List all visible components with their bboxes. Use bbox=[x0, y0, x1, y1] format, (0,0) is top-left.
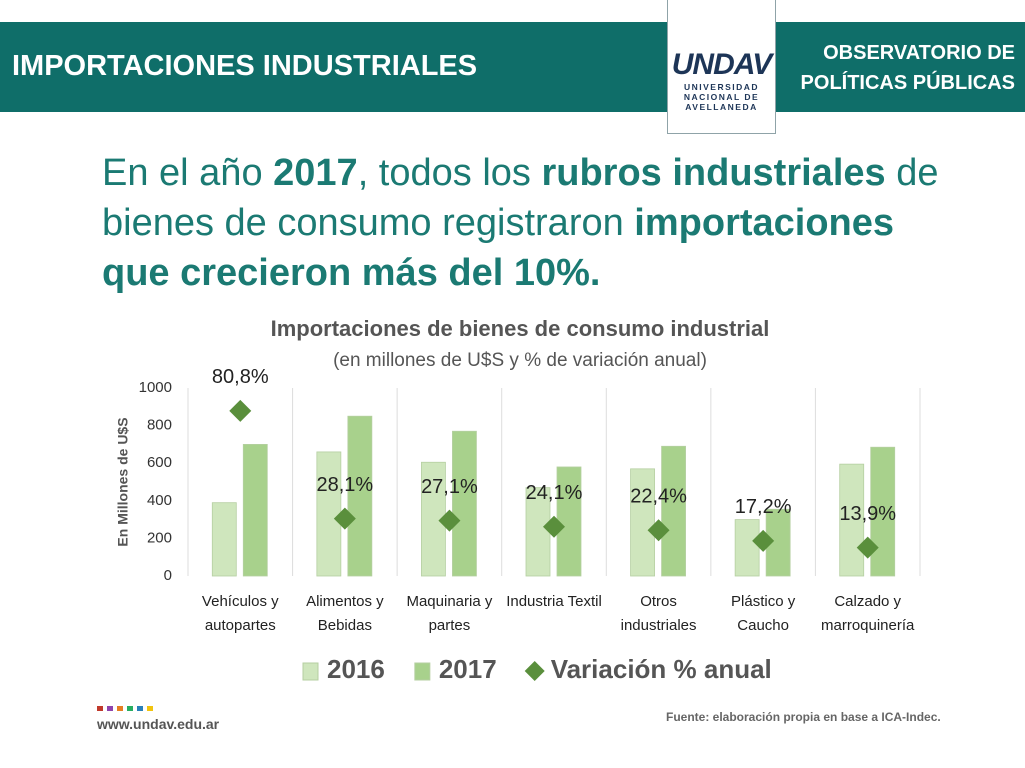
marker bbox=[752, 529, 775, 552]
observatory-line: POLÍTICAS PÚBLICAS bbox=[800, 72, 1015, 94]
marker bbox=[543, 515, 565, 538]
logo-text: AVELLANEDA bbox=[685, 102, 758, 112]
bar bbox=[839, 463, 865, 577]
headline: En el año 2017, todos los rubros industr… bbox=[102, 148, 962, 298]
data-label: 13,9% bbox=[839, 503, 896, 525]
bar bbox=[734, 519, 760, 577]
logo: UNDAV UNIVERSIDAD NACIONAL DE AVELLANEDA bbox=[667, 0, 776, 134]
y-tick-label: 0 bbox=[164, 567, 172, 584]
x-tick-label: Plástico y Caucho bbox=[731, 593, 796, 634]
header-title: IMPORTACIONES INDUSTRIALES bbox=[12, 50, 478, 82]
source: Fuente: elaboración propia en base a ICA… bbox=[666, 710, 941, 724]
marker bbox=[438, 509, 461, 532]
data-label: 24,1% bbox=[526, 482, 583, 504]
data-label: 80,8% bbox=[212, 366, 269, 388]
y-tick-label: 600 bbox=[147, 454, 172, 471]
header-bar bbox=[0, 22, 1025, 112]
bar bbox=[452, 430, 477, 577]
website: www.undav.edu.ar bbox=[97, 716, 220, 732]
data-label: 28,1% bbox=[316, 474, 373, 496]
x-tick-label: Otros industriales bbox=[620, 593, 697, 634]
legend-label: 2016 bbox=[327, 654, 385, 684]
y-tick-label: 1000 bbox=[139, 379, 172, 396]
y-tick-label: 400 bbox=[147, 492, 172, 509]
legend-label: 2017 bbox=[439, 654, 497, 684]
legend-swatch bbox=[302, 662, 319, 681]
y-tick-label: 200 bbox=[147, 529, 172, 546]
headline-bold: 2017 bbox=[273, 152, 358, 194]
data-label: 17,2% bbox=[735, 496, 792, 518]
bar bbox=[630, 468, 655, 577]
legend-label: Variación % anual bbox=[551, 654, 772, 684]
bar bbox=[870, 446, 896, 577]
observatory: OBSERVATORIO DE POLÍTICAS PÚBLICAS bbox=[801, 38, 1015, 98]
bar bbox=[211, 502, 237, 577]
marker bbox=[333, 507, 356, 530]
x-tick-label: Calzado y marroquinería bbox=[821, 593, 915, 634]
chart-subtitle: (en millones de U$S y % de variación anu… bbox=[333, 350, 707, 371]
observatory-line: OBSERVATORIO DE bbox=[823, 42, 1015, 64]
headline-bold: importaciones que crecieron más del 10%. bbox=[102, 202, 895, 294]
marker bbox=[647, 519, 670, 542]
legend-swatch bbox=[524, 661, 545, 681]
x-tick-label: Industria Textil bbox=[506, 593, 602, 610]
data-label: 27,1% bbox=[421, 476, 478, 498]
bar bbox=[316, 451, 342, 577]
y-tick-label: 800 bbox=[147, 417, 172, 434]
legend-swatch bbox=[414, 662, 431, 681]
bar bbox=[661, 445, 686, 577]
headline-bold: rubros industriales bbox=[541, 152, 886, 194]
marker bbox=[856, 536, 879, 559]
bar bbox=[242, 443, 268, 577]
logo-text: NACIONAL DE bbox=[683, 92, 760, 102]
x-tick-label: Alimentos y Bebidas bbox=[306, 593, 384, 634]
y-axis-label: En Millones de U$S bbox=[115, 417, 131, 546]
x-tick-label: Maquinaria y partes bbox=[406, 593, 493, 634]
marker bbox=[229, 399, 252, 422]
logo-text: UNIVERSIDAD bbox=[683, 82, 760, 92]
data-label: 22,4% bbox=[630, 486, 687, 508]
x-tick-label: Vehículos y autopartes bbox=[201, 593, 279, 634]
logo-mark: UNDAV bbox=[671, 48, 772, 81]
chart-title: Importaciones de bienes de consumo indus… bbox=[271, 316, 770, 341]
bar bbox=[556, 466, 582, 577]
bar bbox=[347, 415, 373, 577]
bar bbox=[525, 487, 551, 577]
headline-text: , todos los bbox=[357, 152, 542, 194]
headline-text: de bienes de consumo registraron bbox=[102, 152, 939, 244]
headline-text: En el año bbox=[102, 152, 274, 194]
